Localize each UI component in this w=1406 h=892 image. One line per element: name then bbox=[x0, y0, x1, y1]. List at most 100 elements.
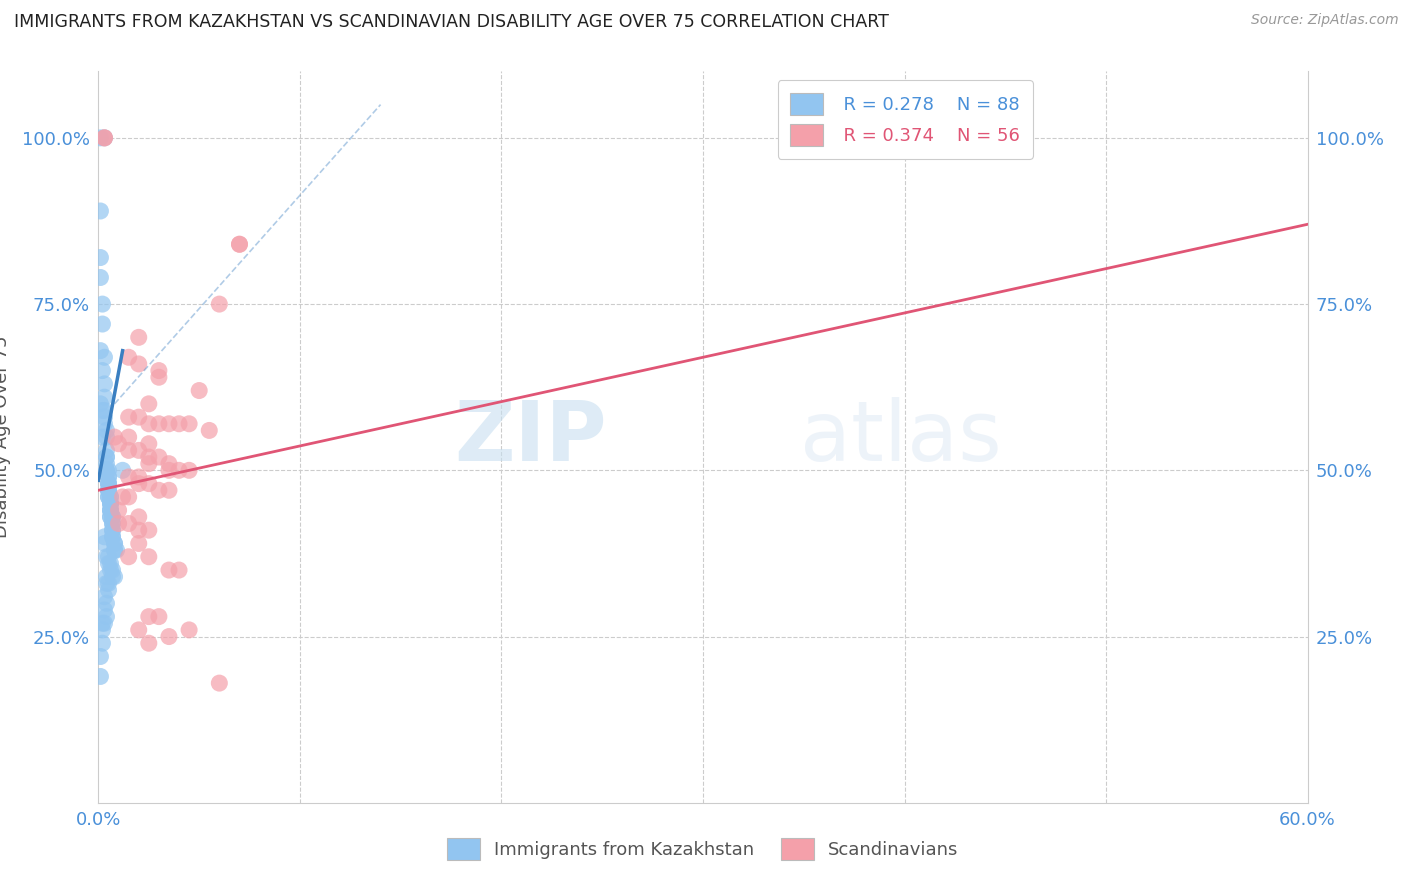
Point bbox=[97, 483, 120, 498]
Point bbox=[148, 370, 170, 384]
Point bbox=[118, 470, 141, 484]
Point bbox=[138, 609, 160, 624]
Point bbox=[138, 397, 160, 411]
Point bbox=[138, 549, 160, 564]
Text: ZIP: ZIP bbox=[454, 397, 606, 477]
Point bbox=[97, 490, 120, 504]
Point bbox=[101, 509, 124, 524]
Point bbox=[100, 497, 122, 511]
Point bbox=[118, 410, 141, 425]
Point bbox=[103, 536, 125, 550]
Point bbox=[157, 483, 180, 498]
Point bbox=[89, 343, 111, 358]
Point bbox=[100, 490, 122, 504]
Point bbox=[138, 450, 160, 464]
Point bbox=[167, 463, 190, 477]
Point bbox=[138, 436, 160, 450]
Point bbox=[107, 503, 129, 517]
Point bbox=[93, 536, 115, 550]
Point bbox=[100, 563, 122, 577]
Point bbox=[111, 490, 134, 504]
Point bbox=[97, 463, 120, 477]
Point bbox=[93, 390, 115, 404]
Point bbox=[97, 582, 120, 597]
Point bbox=[148, 450, 170, 464]
Point bbox=[91, 636, 114, 650]
Point bbox=[97, 557, 120, 571]
Point bbox=[105, 543, 128, 558]
Point bbox=[96, 609, 118, 624]
Point bbox=[96, 457, 118, 471]
Point bbox=[97, 483, 120, 498]
Point bbox=[93, 403, 115, 417]
Text: atlas: atlas bbox=[800, 397, 1001, 477]
Point bbox=[167, 563, 190, 577]
Point bbox=[89, 204, 111, 219]
Point bbox=[97, 470, 120, 484]
Point bbox=[89, 669, 111, 683]
Point bbox=[118, 516, 141, 531]
Point bbox=[96, 430, 118, 444]
Point bbox=[97, 476, 120, 491]
Point bbox=[138, 417, 160, 431]
Point bbox=[93, 590, 115, 604]
Point bbox=[128, 470, 150, 484]
Point bbox=[96, 596, 118, 610]
Point bbox=[93, 376, 115, 391]
Point bbox=[96, 549, 118, 564]
Point bbox=[96, 450, 118, 464]
Point bbox=[107, 436, 129, 450]
Point bbox=[138, 476, 160, 491]
Point bbox=[101, 523, 124, 537]
Point bbox=[157, 463, 180, 477]
Point bbox=[128, 357, 150, 371]
Point bbox=[93, 131, 115, 145]
Text: Source: ZipAtlas.com: Source: ZipAtlas.com bbox=[1251, 13, 1399, 28]
Point bbox=[91, 623, 114, 637]
Point bbox=[107, 516, 129, 531]
Point bbox=[96, 424, 118, 438]
Point bbox=[96, 463, 118, 477]
Point bbox=[89, 251, 111, 265]
Point bbox=[118, 443, 141, 458]
Point bbox=[128, 523, 150, 537]
Point bbox=[188, 384, 211, 398]
Point bbox=[93, 417, 115, 431]
Point bbox=[148, 483, 170, 498]
Point bbox=[128, 443, 150, 458]
Point bbox=[100, 503, 122, 517]
Legend: Immigrants from Kazakhstan, Scandinavians: Immigrants from Kazakhstan, Scandinavian… bbox=[440, 830, 966, 867]
Point bbox=[208, 676, 231, 690]
Point bbox=[89, 649, 111, 664]
Point bbox=[96, 576, 118, 591]
Point bbox=[101, 530, 124, 544]
Point bbox=[100, 509, 122, 524]
Point bbox=[148, 363, 170, 377]
Point bbox=[128, 330, 150, 344]
Point bbox=[111, 463, 134, 477]
Point bbox=[118, 351, 141, 365]
Point bbox=[93, 351, 115, 365]
Point bbox=[93, 410, 115, 425]
Point bbox=[118, 490, 141, 504]
Point bbox=[179, 623, 201, 637]
Point bbox=[96, 570, 118, 584]
Point bbox=[96, 463, 118, 477]
Point bbox=[89, 131, 111, 145]
Text: IMMIGRANTS FROM KAZAKHSTAN VS SCANDINAVIAN DISABILITY AGE OVER 75 CORRELATION CH: IMMIGRANTS FROM KAZAKHSTAN VS SCANDINAVI… bbox=[14, 13, 889, 31]
Point bbox=[118, 430, 141, 444]
Point bbox=[96, 443, 118, 458]
Point bbox=[101, 516, 124, 531]
Point bbox=[157, 457, 180, 471]
Point bbox=[198, 424, 221, 438]
Point bbox=[138, 523, 160, 537]
Point bbox=[157, 630, 180, 644]
Point bbox=[148, 417, 170, 431]
Point bbox=[179, 463, 201, 477]
Point bbox=[103, 536, 125, 550]
Point bbox=[96, 450, 118, 464]
Point bbox=[97, 483, 120, 498]
Point bbox=[93, 131, 115, 145]
Point bbox=[100, 490, 122, 504]
Point bbox=[118, 549, 141, 564]
